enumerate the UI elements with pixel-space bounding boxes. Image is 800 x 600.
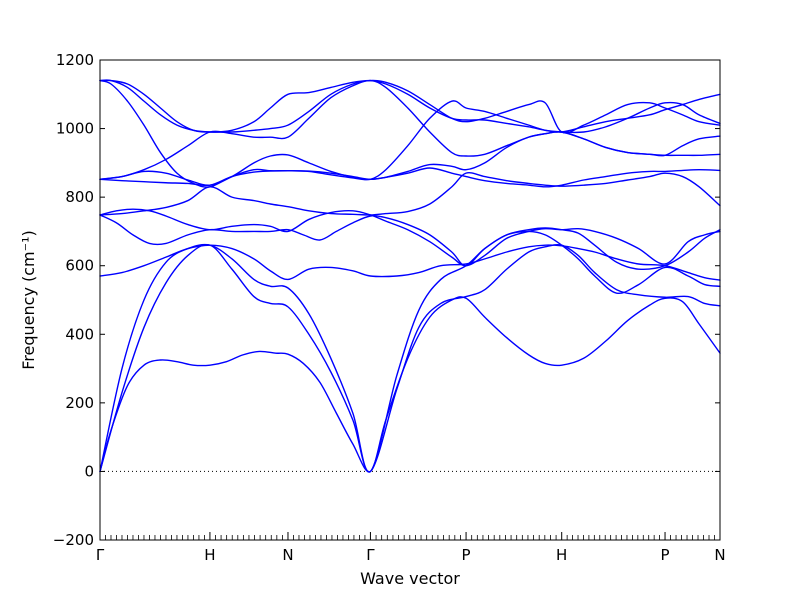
x-tick-label: H — [204, 546, 215, 564]
x-tick-label: N — [282, 546, 293, 564]
band-line-12 — [99, 79, 721, 134]
x-tick-label: H — [556, 546, 567, 564]
y-tick-label: 200 — [65, 394, 94, 412]
y-axis-title: Frequency (cm⁻¹) — [19, 230, 38, 369]
band-line-13 — [99, 79, 721, 134]
x-tick-label: Γ — [96, 546, 105, 564]
y-tick-label: 800 — [65, 188, 94, 206]
band-line-5 — [99, 214, 721, 270]
band-line-11 — [99, 79, 721, 188]
x-axis-title: Wave vector — [360, 569, 460, 588]
x-tick-label: N — [714, 546, 725, 564]
plot-background — [100, 60, 720, 540]
x-tick-label: P — [462, 546, 471, 564]
y-tick-label: 1000 — [56, 120, 94, 138]
y-tick-label: −200 — [53, 531, 94, 549]
band-line-4 — [99, 244, 721, 281]
dispersion-curves — [99, 79, 721, 473]
x-tick-label: Γ — [366, 546, 375, 564]
y-tick-labels: −200 0 200 400 600 800 1000 1200 — [53, 51, 94, 549]
x-tick-label: P — [661, 546, 670, 564]
plot-frame — [99, 59, 721, 541]
band-line-6 — [99, 208, 721, 267]
y-tick-label: 0 — [84, 462, 94, 480]
band-line-10 — [99, 131, 721, 186]
y-tick-label: 400 — [65, 325, 94, 343]
y-tick-label: 600 — [65, 257, 94, 275]
y-tick-label: 1200 — [56, 51, 94, 69]
